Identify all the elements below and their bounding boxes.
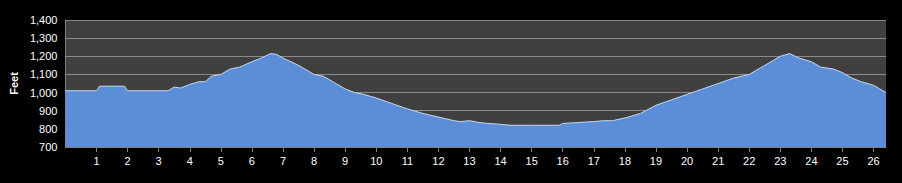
svg-text:23: 23 (774, 155, 786, 167)
svg-text:2: 2 (125, 155, 131, 167)
svg-text:8: 8 (311, 155, 317, 167)
svg-text:12: 12 (432, 155, 444, 167)
svg-text:25: 25 (836, 155, 848, 167)
svg-text:19: 19 (650, 155, 662, 167)
svg-text:15: 15 (526, 155, 538, 167)
svg-text:6: 6 (249, 155, 255, 167)
svg-text:14: 14 (494, 155, 506, 167)
svg-text:1,400: 1,400 (30, 14, 58, 26)
svg-text:26: 26 (867, 155, 879, 167)
svg-text:1,200: 1,200 (30, 50, 58, 62)
svg-text:1: 1 (93, 155, 99, 167)
svg-text:9: 9 (342, 155, 348, 167)
svg-text:1,100: 1,100 (30, 68, 58, 80)
svg-text:700: 700 (39, 141, 57, 153)
svg-text:20: 20 (681, 155, 693, 167)
svg-text:4: 4 (187, 155, 193, 167)
svg-text:900: 900 (39, 105, 57, 117)
svg-text:1,000: 1,000 (30, 87, 58, 99)
svg-text:5: 5 (218, 155, 224, 167)
svg-text:16: 16 (557, 155, 569, 167)
svg-text:7: 7 (280, 155, 286, 167)
svg-text:22: 22 (743, 155, 755, 167)
svg-text:3: 3 (156, 155, 162, 167)
svg-text:Feet: Feet (8, 72, 20, 95)
svg-text:17: 17 (588, 155, 600, 167)
svg-text:11: 11 (402, 155, 413, 167)
svg-text:21: 21 (712, 155, 724, 167)
svg-text:18: 18 (619, 155, 631, 167)
svg-text:10: 10 (370, 155, 382, 167)
svg-text:13: 13 (463, 155, 475, 167)
svg-text:800: 800 (39, 123, 57, 135)
svg-text:1,300: 1,300 (30, 32, 58, 44)
svg-text:24: 24 (805, 155, 817, 167)
